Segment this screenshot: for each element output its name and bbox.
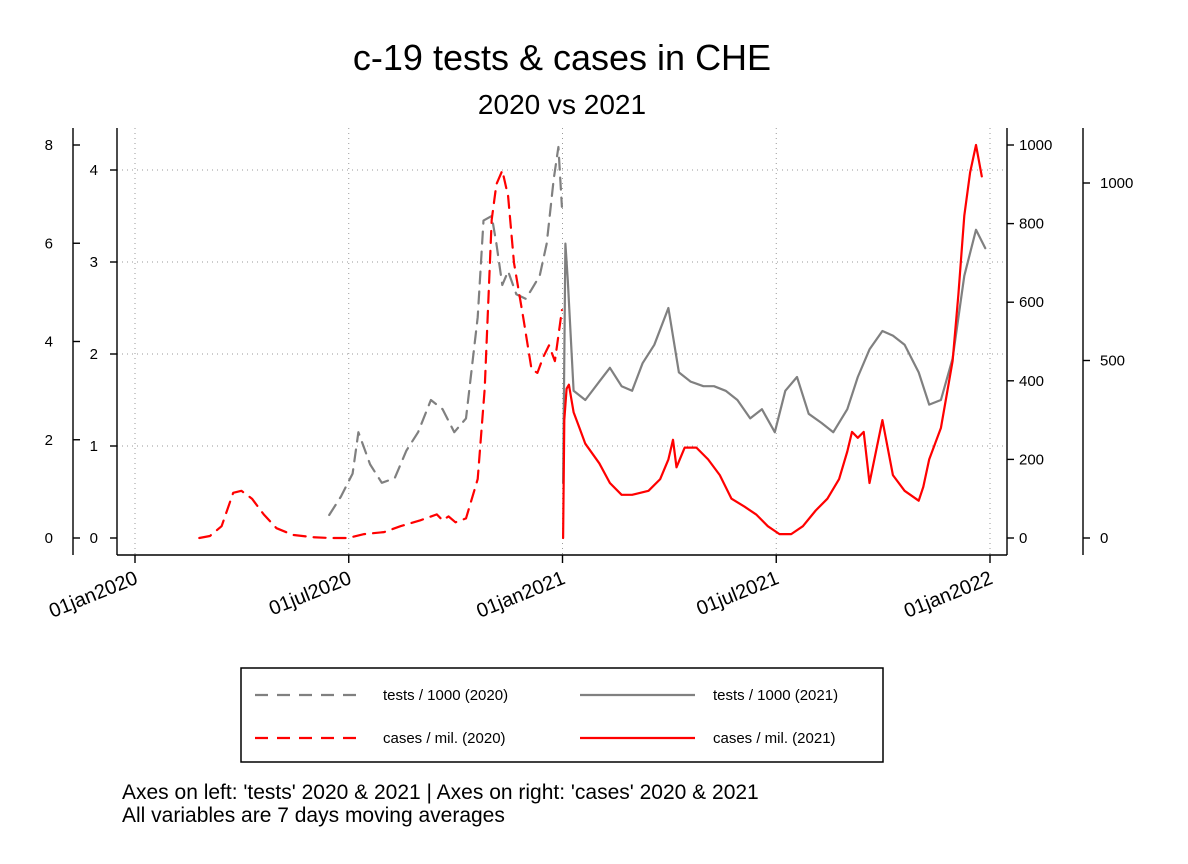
x-tick-label-3: 01jul2021: [693, 567, 782, 620]
left-outer-tick-label-1: 2: [45, 432, 53, 449]
chart-title: c-19 tests & cases in CHE: [353, 37, 771, 78]
right-inner-tick-label-1: 200: [1019, 451, 1044, 468]
legend-box: [240, 667, 884, 763]
note-moving-average: All variables are 7 days moving averages: [122, 804, 505, 827]
left-inner-tick-label-2: 2: [90, 346, 98, 363]
legend-label-cases-2021: cases / mil. (2021): [713, 730, 836, 747]
left-inner-tick-label-4: 4: [90, 162, 98, 179]
axes: 01jan2020 01jul2020 01jan2021 01jul2021 01ja…: [45, 128, 1133, 623]
series-line-cases-mil-2021: [561, 143, 983, 540]
x-tick-label-4: 01jan2022: [901, 567, 996, 622]
left-outer-tick-label-4: 8: [45, 137, 53, 154]
right-outer-tick-label-2: 1000: [1100, 175, 1133, 192]
legend-label-tests-2020: tests / 1000 (2020): [383, 687, 508, 704]
left-outer-tick-label-0: 0: [45, 530, 53, 547]
note-axes: Axes on left: 'tests' 2020 & 2021 | Axes…: [122, 781, 759, 804]
chart-subtitle: 2020 vs 2021: [478, 89, 646, 120]
x-tick-label-0: 01jan2020: [46, 567, 141, 622]
right-inner-tick-label-2: 400: [1019, 373, 1044, 390]
series-line-tests-1000-2021: [561, 228, 987, 484]
left-inner-tick-label-1: 1: [90, 438, 98, 455]
right-outer-tick-label-0: 0: [1100, 530, 1108, 547]
right-inner-tick-label-5: 1000: [1019, 137, 1052, 154]
left-outer-tick-label-3: 6: [45, 235, 53, 252]
left-inner-tick-label-3: 3: [90, 254, 98, 271]
legend-label-tests-2021: tests / 1000 (2021): [713, 687, 838, 704]
legend-label-cases-2020: cases / mil. (2020): [383, 730, 506, 747]
right-inner-tick-label-4: 800: [1019, 216, 1044, 233]
series-line-cases-mil-2020: [198, 169, 564, 540]
legend: tests / 1000 (2020) tests / 1000 (2021) …: [240, 667, 884, 763]
x-tick-label-2: 01jan2021: [473, 567, 568, 622]
x-tick-label-1: 01jul2020: [266, 567, 355, 620]
right-inner-tick-label-0: 0: [1019, 530, 1027, 547]
left-outer-tick-label-2: 4: [45, 334, 53, 351]
grid-lines: [117, 128, 1007, 555]
series-lines: [198, 143, 987, 540]
left-inner-tick-label-0: 0: [90, 530, 98, 547]
right-outer-tick-label-1: 500: [1100, 353, 1125, 370]
series-line-tests-1000-2020: [328, 145, 564, 517]
right-inner-tick-label-3: 600: [1019, 294, 1044, 311]
